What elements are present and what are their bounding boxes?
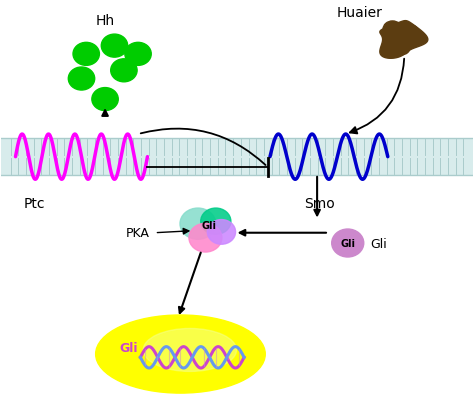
FancyArrowPatch shape: [350, 59, 404, 134]
Text: Gli: Gli: [201, 221, 216, 231]
Ellipse shape: [96, 315, 265, 393]
Circle shape: [180, 209, 216, 240]
Circle shape: [383, 22, 402, 38]
Circle shape: [332, 230, 364, 257]
Circle shape: [207, 220, 236, 244]
Circle shape: [92, 88, 118, 112]
Circle shape: [101, 35, 128, 58]
Text: Ptc: Ptc: [24, 196, 45, 210]
Circle shape: [401, 26, 419, 40]
Circle shape: [125, 43, 151, 66]
Polygon shape: [380, 21, 428, 59]
Circle shape: [394, 42, 410, 55]
Text: Gli: Gli: [119, 342, 138, 354]
Circle shape: [111, 59, 137, 83]
Ellipse shape: [143, 329, 237, 372]
Text: Gli: Gli: [340, 238, 355, 248]
Text: PKA: PKA: [126, 227, 150, 240]
FancyBboxPatch shape: [1, 139, 473, 176]
Circle shape: [189, 224, 222, 252]
Circle shape: [201, 209, 231, 235]
Text: Gli: Gli: [370, 237, 387, 250]
FancyArrowPatch shape: [141, 129, 265, 166]
Circle shape: [68, 68, 95, 91]
Text: Hh: Hh: [95, 14, 115, 28]
Circle shape: [73, 43, 100, 66]
Text: Huaier: Huaier: [337, 6, 383, 20]
Text: Smo: Smo: [304, 196, 335, 210]
